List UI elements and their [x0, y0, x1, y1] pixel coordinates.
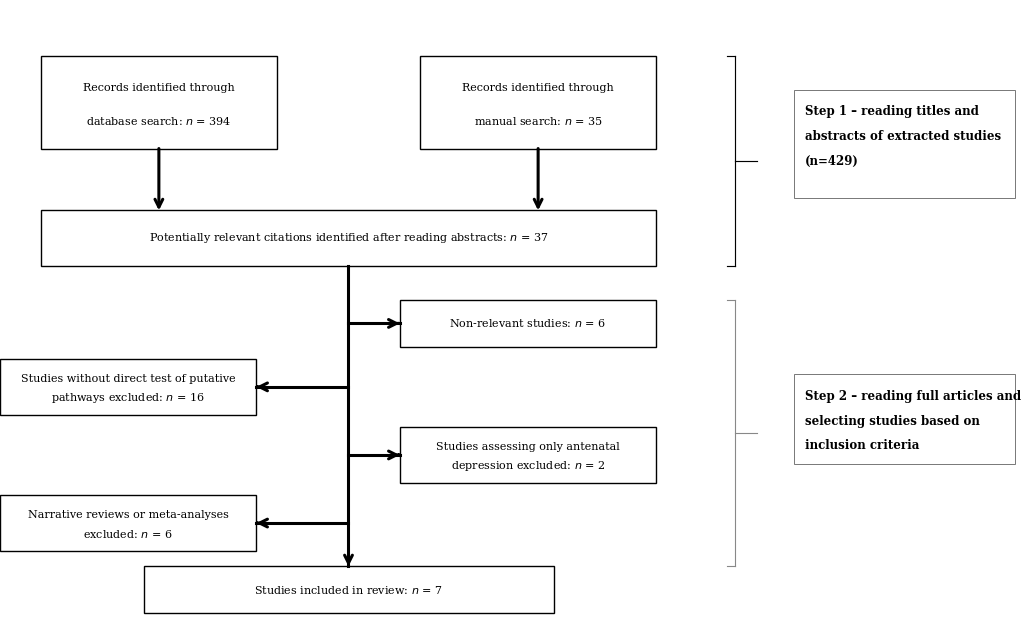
Text: Records identified through: Records identified through — [83, 83, 235, 93]
Text: abstracts of extracted studies: abstracts of extracted studies — [805, 130, 1000, 143]
Text: Narrative reviews or meta-analyses: Narrative reviews or meta-analyses — [28, 509, 229, 520]
FancyBboxPatch shape — [144, 566, 554, 613]
Text: depression excluded: $\it{n}$ = 2: depression excluded: $\it{n}$ = 2 — [451, 459, 605, 473]
Text: Potentially relevant citations identified after reading abstracts: $\it{n}$ = 37: Potentially relevant citations identifie… — [149, 232, 548, 245]
FancyBboxPatch shape — [41, 210, 656, 266]
FancyBboxPatch shape — [0, 495, 256, 551]
Text: Step 2 – reading full articles and: Step 2 – reading full articles and — [805, 390, 1021, 403]
Text: Step 1 – reading titles and: Step 1 – reading titles and — [805, 105, 979, 118]
Text: inclusion criteria: inclusion criteria — [805, 439, 919, 452]
Text: Records identified through: Records identified through — [462, 83, 614, 93]
FancyBboxPatch shape — [794, 90, 1015, 198]
FancyBboxPatch shape — [400, 427, 656, 483]
FancyBboxPatch shape — [400, 300, 656, 347]
FancyBboxPatch shape — [794, 374, 1015, 464]
Text: Studies without direct test of putative: Studies without direct test of putative — [20, 373, 236, 384]
Text: excluded: $\it{n}$ = 6: excluded: $\it{n}$ = 6 — [83, 528, 173, 540]
Text: database search: $\it{n}$ = 394: database search: $\it{n}$ = 394 — [86, 115, 232, 127]
Text: pathways excluded: $\it{n}$ = 16: pathways excluded: $\it{n}$ = 16 — [51, 391, 205, 405]
FancyBboxPatch shape — [420, 56, 656, 149]
Text: Non-relevant studies: $\it{n}$ = 6: Non-relevant studies: $\it{n}$ = 6 — [449, 318, 607, 329]
Text: Studies included in review: $\it{n}$ = 7: Studies included in review: $\it{n}$ = 7 — [254, 584, 443, 595]
Text: Studies assessing only antenatal: Studies assessing only antenatal — [436, 441, 620, 452]
Text: selecting studies based on: selecting studies based on — [805, 415, 980, 428]
FancyBboxPatch shape — [0, 359, 256, 415]
Text: manual search: $\it{n}$ = 35: manual search: $\it{n}$ = 35 — [474, 115, 603, 127]
FancyBboxPatch shape — [41, 56, 277, 149]
Text: (n=429): (n=429) — [805, 155, 859, 168]
